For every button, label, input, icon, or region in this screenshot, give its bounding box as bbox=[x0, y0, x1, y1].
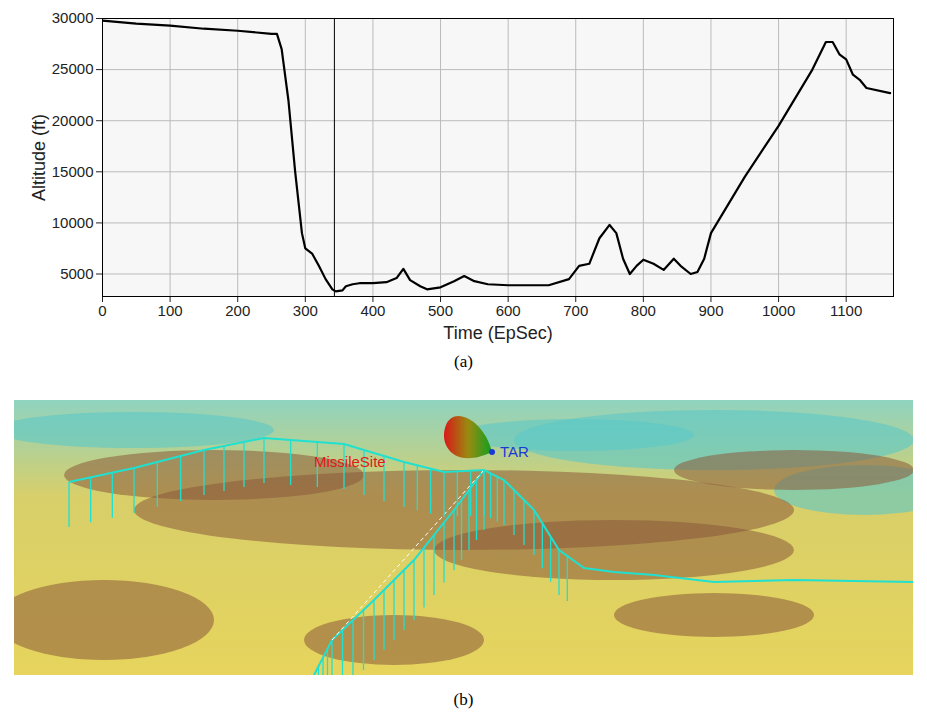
svg-text:800: 800 bbox=[631, 302, 656, 319]
svg-text:0: 0 bbox=[98, 302, 106, 319]
svg-text:10000: 10000 bbox=[52, 214, 94, 231]
html-text:(b): (b) bbox=[453, 690, 474, 709]
svg-text:5000: 5000 bbox=[60, 265, 93, 282]
svg-text:900: 900 bbox=[698, 302, 723, 319]
svg-text:MissileSite: MissileSite bbox=[314, 453, 386, 470]
svg-text:Altitude (ft): Altitude (ft) bbox=[29, 114, 49, 201]
svg-text:1000: 1000 bbox=[762, 302, 795, 319]
svg-text:20000: 20000 bbox=[52, 112, 94, 129]
svg-text:400: 400 bbox=[360, 302, 385, 319]
svg-text:300: 300 bbox=[293, 302, 318, 319]
svg-text:25000: 25000 bbox=[52, 60, 94, 77]
svg-text:30000: 30000 bbox=[52, 9, 94, 26]
svg-text:700: 700 bbox=[563, 302, 588, 319]
svg-text:200: 200 bbox=[225, 302, 250, 319]
html-text:(a): (a) bbox=[454, 352, 473, 371]
svg-text:15000: 15000 bbox=[52, 163, 94, 180]
svg-text:100: 100 bbox=[158, 302, 183, 319]
svg-text:1100: 1100 bbox=[830, 302, 862, 319]
svg-text:TAR: TAR bbox=[500, 443, 529, 460]
svg-text:600: 600 bbox=[496, 302, 521, 319]
svg-text:500: 500 bbox=[428, 302, 453, 319]
svg-text:Time (EpSec): Time (EpSec) bbox=[443, 323, 552, 343]
